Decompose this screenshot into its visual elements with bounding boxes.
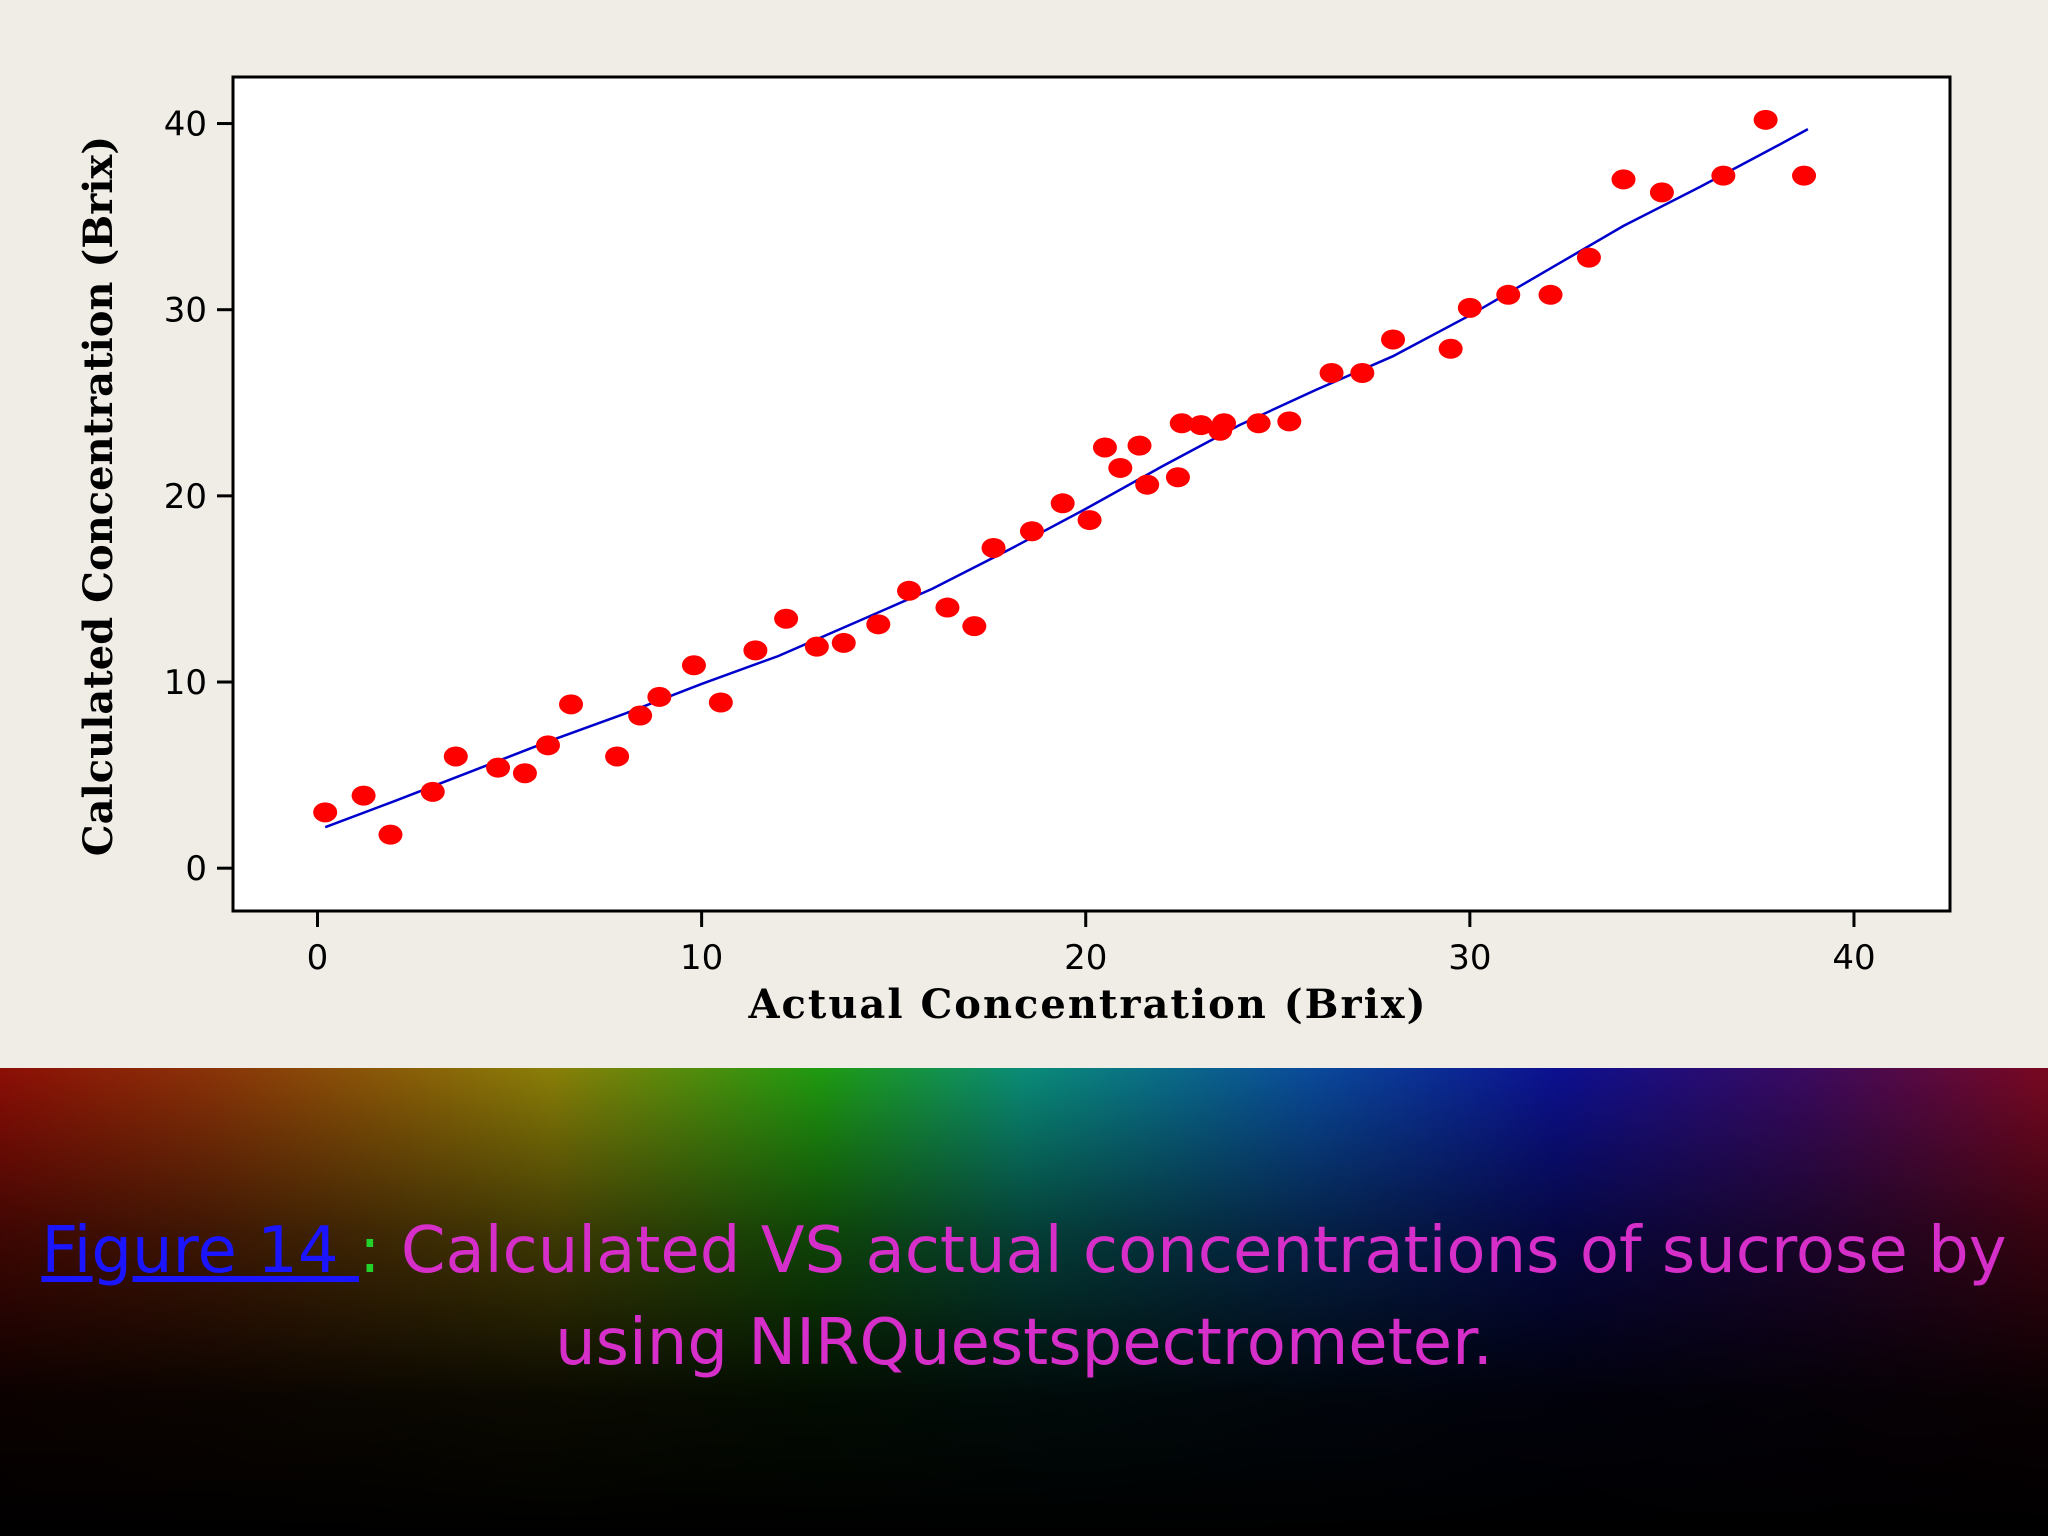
data-point [1019,521,1044,542]
data-point [535,735,560,756]
data-point [1050,493,1075,514]
data-point [1438,338,1463,359]
data-point [1611,169,1636,190]
data-point [420,781,445,802]
data-point [831,632,856,653]
data-point [512,763,537,784]
data-point [1077,510,1102,531]
x-tick-label: 30 [1448,938,1491,978]
data-point [1169,413,1194,434]
data-point [605,746,630,767]
points-group [313,109,1817,845]
chart-panel: 0 10 20 30 40 0 10 20 30 40 Actual Concentration … [0,0,2048,1068]
data-point [1496,284,1521,305]
data-point [962,616,987,637]
y-tick-label: 20 [164,477,207,517]
axes: 0 10 20 30 40 0 10 20 30 40 [164,105,1876,978]
data-point [1457,297,1482,318]
data-point [1246,413,1271,434]
data-point [1753,109,1778,130]
data-point [1212,413,1237,434]
fit-line [324,128,1809,829]
data-point [443,746,468,767]
data-point [351,785,376,806]
caption-separator: : [358,1214,381,1288]
data-point [743,640,768,661]
caption-line-2: using NIRQuestspectrometer. [555,1306,1493,1380]
data-point [313,802,338,823]
data-point [1649,182,1674,203]
fit-line-group [324,128,1809,829]
data-point [1319,362,1344,383]
x-tick-label: 20 [1064,938,1107,978]
data-point [1188,415,1213,436]
figure-caption: Figure 14 : Calculated VS actual concent… [0,1205,2048,1389]
caption-figure-label: Figure 14 [41,1214,359,1288]
data-point [628,705,653,726]
data-point [378,824,403,845]
data-point [1092,437,1117,458]
data-point [935,597,960,618]
data-point [1108,457,1133,478]
data-point [647,686,672,707]
data-point [774,608,799,629]
data-point [1127,435,1152,456]
x-tick-label: 0 [307,938,329,978]
y-tick-label: 40 [164,105,207,145]
data-point [708,692,733,713]
caption-line-1: Calculated VS actual concentrations of s… [380,1214,2007,1288]
y-tick-label: 10 [164,663,207,703]
data-point [866,614,891,635]
data-point [681,655,706,676]
data-point [559,694,584,715]
data-point [1576,247,1601,268]
data-point [1350,362,1375,383]
x-axis-title: Actual Concentration (Brix) [747,981,1427,1028]
data-point [1165,467,1190,488]
x-tick-label: 10 [680,938,723,978]
x-tick-label: 40 [1832,938,1875,978]
data-point [1277,411,1302,432]
data-point [1381,329,1406,350]
plot-frame [231,75,1952,913]
data-point [804,636,829,657]
data-point [1792,165,1817,186]
y-tick-label: 30 [164,291,207,331]
background-fade [0,1068,2048,1536]
y-axis-title: Calculated Concentration (Brix) [75,136,122,856]
data-point [1135,474,1160,495]
y-tick-label: 0 [185,849,207,889]
data-point [486,757,511,778]
data-point [1538,284,1563,305]
data-point [897,580,922,601]
data-point [1711,165,1736,186]
data-point [981,537,1006,558]
scatter-chart: 0 10 20 30 40 0 10 20 30 40 Actual Concentration … [75,75,1952,1028]
